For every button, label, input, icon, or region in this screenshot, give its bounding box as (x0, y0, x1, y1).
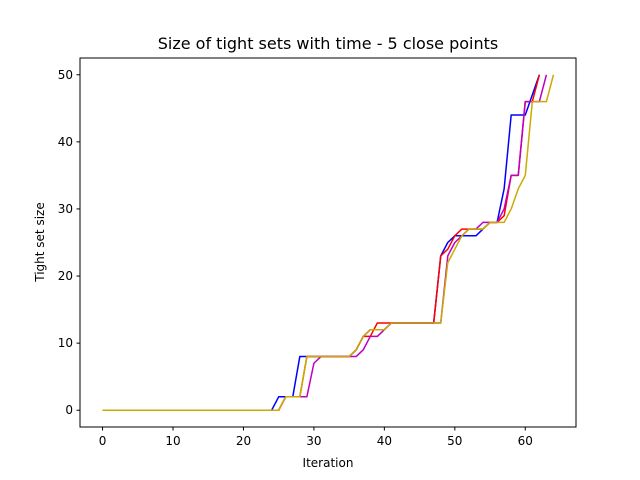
series-layer (102, 74, 555, 411)
x-tick-label: 10 (165, 434, 180, 448)
x-axis-ticks: 0 10 20 30 40 50 60 (99, 427, 533, 448)
x-tick-label: 40 (377, 434, 392, 448)
y-tick-label: 20 (58, 269, 73, 283)
x-tick-label: 60 (518, 434, 533, 448)
y-tick-label: 40 (58, 135, 73, 149)
y-tick-label: 10 (58, 336, 73, 350)
x-tick-label: 20 (236, 434, 251, 448)
series-line-3 (102, 74, 548, 411)
x-tick-label: 50 (447, 434, 462, 448)
x-tick-label: 0 (99, 434, 107, 448)
chart-title: Size of tight sets with time - 5 close p… (158, 34, 499, 53)
series-line-1 (102, 74, 541, 411)
y-axis-label: Tight set size (33, 202, 47, 282)
y-axis-ticks: 0 10 20 30 40 50 (58, 68, 80, 417)
y-tick-label: 30 (58, 202, 73, 216)
series-line-4 (102, 74, 555, 411)
y-tick-label: 0 (65, 403, 73, 417)
x-tick-label: 30 (306, 434, 321, 448)
plot-frame (79, 57, 577, 428)
y-tick-label: 50 (58, 68, 73, 82)
series-line-2 (102, 74, 541, 411)
x-axis-label: Iteration (303, 456, 354, 470)
